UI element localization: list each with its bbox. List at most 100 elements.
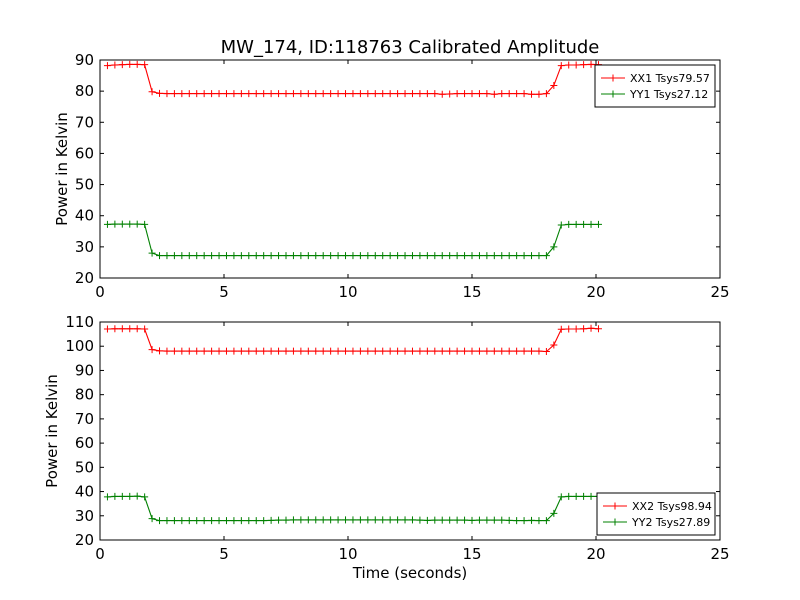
data-point (342, 516, 350, 524)
data-point (193, 90, 201, 98)
data-point (364, 347, 372, 355)
data-point (103, 493, 111, 501)
data-point (133, 220, 141, 228)
data-point (275, 347, 283, 355)
data-point (327, 516, 335, 524)
data-point (416, 90, 424, 98)
data-point (446, 347, 454, 355)
data-point (513, 252, 521, 260)
data-point (260, 252, 268, 260)
data-point (416, 516, 424, 524)
data-point (342, 347, 350, 355)
data-point (468, 252, 476, 260)
data-point (565, 492, 573, 500)
data-point (356, 90, 364, 98)
data-point (215, 90, 223, 98)
data-point (193, 252, 201, 260)
x-tick-label: 5 (219, 283, 229, 301)
data-point (200, 252, 208, 260)
data-point (371, 252, 379, 260)
data-point (342, 90, 350, 98)
data-point (200, 347, 208, 355)
data-point (230, 252, 238, 260)
legend-swatch-marker (609, 74, 617, 82)
y-tick-label: 50 (75, 176, 94, 194)
data-point (356, 252, 364, 260)
data-point (520, 90, 528, 98)
y-tick-label: 80 (75, 82, 94, 100)
data-point (587, 492, 595, 500)
data-point (141, 61, 149, 69)
x-tick-label: 0 (95, 283, 105, 301)
data-point (446, 516, 454, 524)
data-point (446, 90, 454, 98)
data-point (520, 252, 528, 260)
data-point (178, 517, 186, 525)
data-point (193, 517, 201, 525)
data-point (260, 347, 268, 355)
data-point (289, 516, 297, 524)
data-point (133, 492, 141, 500)
data-point (118, 61, 126, 69)
data-point (200, 517, 208, 525)
data-point (222, 517, 230, 525)
y-axis-label: Power in Kelvin (43, 374, 61, 488)
data-point (342, 252, 350, 260)
data-point (319, 347, 327, 355)
data-point (297, 252, 305, 260)
data-point (505, 516, 513, 524)
x-axis-label: Time (seconds) (352, 564, 468, 582)
legend: XX2 Tsys98.94 YY2 Tsys27.89 (596, 492, 716, 536)
data-point (550, 243, 558, 251)
y-tick-label: 30 (75, 507, 94, 525)
legend-swatch-marker (611, 502, 619, 510)
data-point (304, 252, 312, 260)
data-point (438, 347, 446, 355)
data-point (141, 325, 149, 333)
data-point (334, 516, 342, 524)
data-point (401, 347, 409, 355)
data-point (215, 252, 223, 260)
data-point (222, 252, 230, 260)
data-point (594, 220, 602, 228)
data-point (103, 62, 111, 70)
data-point (103, 325, 111, 333)
data-point (260, 90, 268, 98)
data-point (200, 90, 208, 98)
x-tick-label: 25 (710, 545, 729, 563)
y-tick-label: 50 (75, 458, 94, 476)
data-point (252, 252, 260, 260)
data-point (356, 516, 364, 524)
x-tick-label: 10 (338, 545, 357, 563)
data-point (334, 252, 342, 260)
legend-label: YY2 Tsys27.89 (631, 516, 710, 529)
y-tick-label: 80 (75, 386, 94, 404)
y-tick-label: 60 (75, 434, 94, 452)
data-point (364, 516, 372, 524)
data-point (461, 347, 469, 355)
data-point (282, 347, 290, 355)
data-point (208, 517, 216, 525)
data-point (453, 252, 461, 260)
data-point (267, 516, 275, 524)
data-point (401, 516, 409, 524)
data-point (386, 252, 394, 260)
data-point (461, 516, 469, 524)
data-point (282, 90, 290, 98)
data-point (475, 90, 483, 98)
data-point (334, 347, 342, 355)
data-point (267, 347, 275, 355)
data-point (170, 517, 178, 525)
data-point (394, 90, 402, 98)
legend-swatch-marker (611, 518, 619, 526)
data-point (327, 252, 335, 260)
y-tick-label: 110 (65, 313, 94, 331)
legend-box (594, 64, 716, 108)
data-point (126, 325, 134, 333)
data-point (289, 252, 297, 260)
data-point (319, 90, 327, 98)
data-point (513, 517, 521, 525)
data-point (520, 517, 528, 525)
data-point (289, 347, 297, 355)
